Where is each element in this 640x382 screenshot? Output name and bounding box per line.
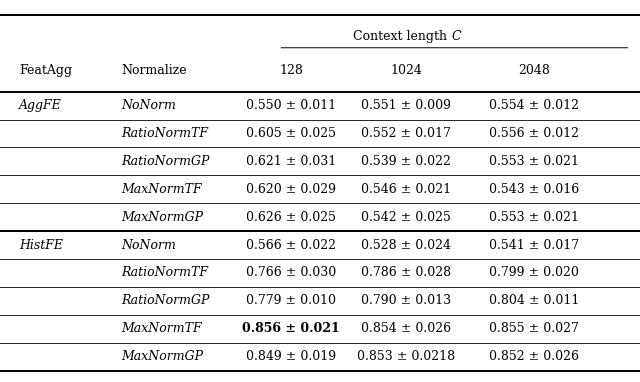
Text: 0.528 ± 0.024: 0.528 ± 0.024 <box>362 238 451 252</box>
Text: 0.852 ± 0.026: 0.852 ± 0.026 <box>490 350 579 363</box>
Text: 0.553 ± 0.021: 0.553 ± 0.021 <box>490 210 579 224</box>
Text: 0.855 ± 0.027: 0.855 ± 0.027 <box>490 322 579 335</box>
Text: MaxNormGP: MaxNormGP <box>122 210 204 224</box>
Text: C: C <box>451 30 461 43</box>
Text: 0.790 ± 0.013: 0.790 ± 0.013 <box>362 294 451 308</box>
Text: 0.854 ± 0.026: 0.854 ± 0.026 <box>362 322 451 335</box>
Text: 0.786 ± 0.028: 0.786 ± 0.028 <box>362 266 451 280</box>
Text: NoNorm: NoNorm <box>122 99 177 112</box>
Text: 0.551 ± 0.009: 0.551 ± 0.009 <box>362 99 451 112</box>
Text: 0.766 ± 0.030: 0.766 ± 0.030 <box>246 266 337 280</box>
Text: RatioNormGP: RatioNormGP <box>122 155 210 168</box>
Text: 0.553 ± 0.021: 0.553 ± 0.021 <box>490 155 579 168</box>
Text: 0.605 ± 0.025: 0.605 ± 0.025 <box>246 127 336 140</box>
Text: 2048: 2048 <box>518 64 550 77</box>
Text: 0.856 ± 0.021: 0.856 ± 0.021 <box>243 322 340 335</box>
Text: 0.566 ± 0.022: 0.566 ± 0.022 <box>246 238 336 252</box>
Text: FeatAgg: FeatAgg <box>19 64 72 77</box>
Text: MaxNormTF: MaxNormTF <box>122 322 202 335</box>
Text: Normalize: Normalize <box>122 64 188 77</box>
Text: 0.556 ± 0.012: 0.556 ± 0.012 <box>490 127 579 140</box>
Text: 0.626 ± 0.025: 0.626 ± 0.025 <box>246 210 336 224</box>
Text: 0.550 ± 0.011: 0.550 ± 0.011 <box>246 99 336 112</box>
Text: 128: 128 <box>279 64 303 77</box>
Text: MaxNormGP: MaxNormGP <box>122 350 204 363</box>
Text: MaxNormTF: MaxNormTF <box>122 183 202 196</box>
Text: 0.621 ± 0.031: 0.621 ± 0.031 <box>246 155 337 168</box>
Text: 0.779 ± 0.010: 0.779 ± 0.010 <box>246 294 336 308</box>
Text: 0.620 ± 0.029: 0.620 ± 0.029 <box>246 183 336 196</box>
Text: 0.539 ± 0.022: 0.539 ± 0.022 <box>362 155 451 168</box>
Text: 0.804 ± 0.011: 0.804 ± 0.011 <box>489 294 580 308</box>
Text: 0.542 ± 0.025: 0.542 ± 0.025 <box>362 210 451 224</box>
Text: NoNorm: NoNorm <box>122 238 177 252</box>
Text: 0.541 ± 0.017: 0.541 ± 0.017 <box>490 238 579 252</box>
Text: 0.849 ± 0.019: 0.849 ± 0.019 <box>246 350 336 363</box>
Text: 0.552 ± 0.017: 0.552 ± 0.017 <box>362 127 451 140</box>
Text: RatioNormGP: RatioNormGP <box>122 294 210 308</box>
Text: Context length: Context length <box>353 30 451 43</box>
Text: RatioNormTF: RatioNormTF <box>122 127 209 140</box>
Text: 0.554 ± 0.012: 0.554 ± 0.012 <box>490 99 579 112</box>
Text: HistFE: HistFE <box>19 238 63 252</box>
Text: 1024: 1024 <box>390 64 422 77</box>
Text: 0.853 ± 0.0218: 0.853 ± 0.0218 <box>357 350 456 363</box>
Text: 0.543 ± 0.016: 0.543 ± 0.016 <box>489 183 580 196</box>
Text: 0.799 ± 0.020: 0.799 ± 0.020 <box>490 266 579 280</box>
Text: RatioNormTF: RatioNormTF <box>122 266 209 280</box>
Text: 0.546 ± 0.021: 0.546 ± 0.021 <box>362 183 451 196</box>
Text: AggFE: AggFE <box>19 99 62 112</box>
